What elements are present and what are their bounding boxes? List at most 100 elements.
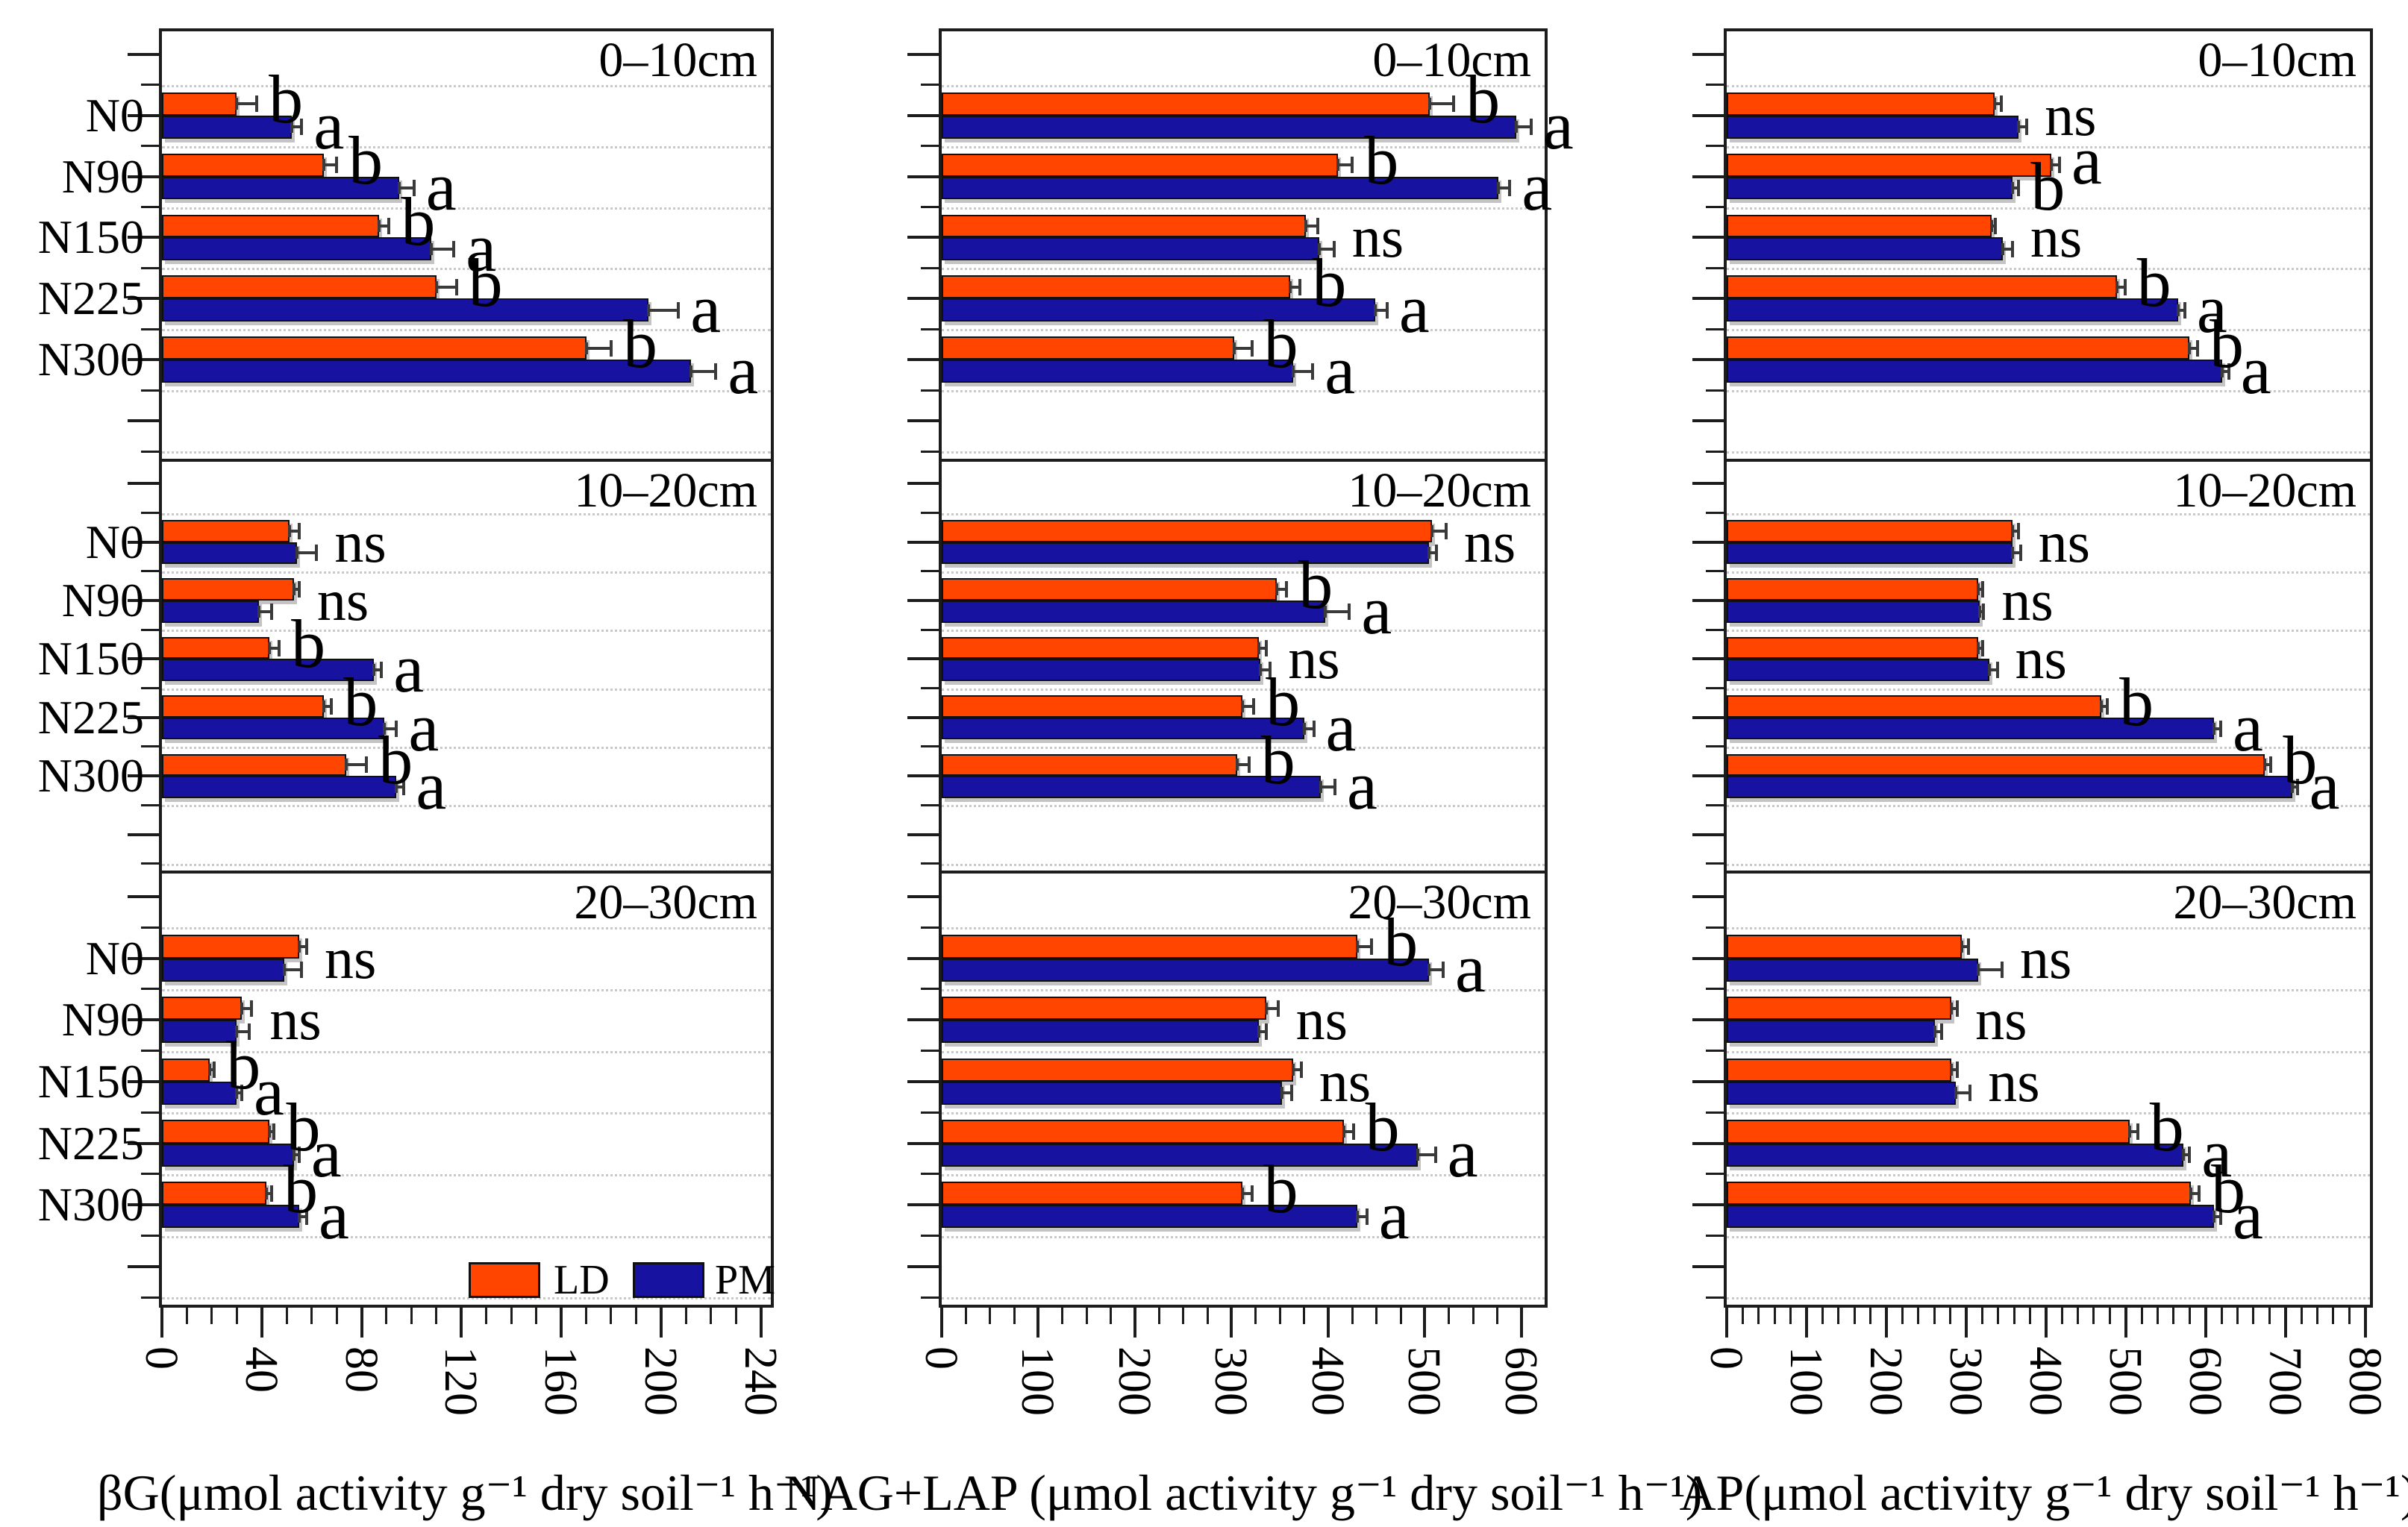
- error-bar-pm: [294, 1153, 299, 1157]
- error-bar-ld: [346, 763, 367, 767]
- x-major-tick: [1725, 1308, 1728, 1338]
- x-minor-tick: [2252, 1308, 2255, 1324]
- gridline: [1727, 688, 2370, 691]
- sig-ld-N225: b: [1266, 663, 1301, 740]
- category-label-N0: N0: [85, 515, 144, 568]
- error-bar-pm: [1375, 308, 1387, 312]
- error-cap: [1333, 778, 1336, 795]
- y-major-tick: [128, 297, 159, 301]
- bar-pm-N150: [162, 1081, 237, 1106]
- sig-ld-N300: b: [378, 722, 413, 799]
- bar-ld-N300: [162, 753, 347, 777]
- y-minor-tick: [141, 84, 159, 87]
- y-minor-tick: [1706, 745, 1724, 748]
- error-cap: [2017, 121, 2021, 134]
- y-minor-tick: [921, 628, 939, 631]
- x-minor-tick: [1061, 1308, 1064, 1324]
- error-bar-ld: [209, 1068, 215, 1072]
- gridline: [162, 688, 771, 691]
- x-minor-tick: [1399, 1308, 1402, 1324]
- error-cap: [257, 605, 261, 618]
- sig-pm-N225: a: [690, 270, 722, 347]
- error-cap: [2010, 240, 2014, 257]
- x-major-tick: [2044, 1308, 2048, 1338]
- sig-ns-N0: ns: [2045, 82, 2097, 148]
- error-cap: [1233, 342, 1236, 354]
- y-minor-tick: [921, 145, 939, 148]
- error-cap: [1444, 522, 1448, 539]
- bar-pm-N0: [162, 542, 297, 565]
- x-tick-label: 500: [2099, 1346, 2151, 1416]
- panel-AP-20–30cm: 20–30cm ns ns ns b a b a: [1692, 871, 2373, 1308]
- error-cap: [2128, 1125, 2132, 1138]
- x-major-tick: [1519, 1308, 1523, 1338]
- sig-ld-N300: b: [284, 1150, 319, 1227]
- sig-ld-N225: b: [1365, 1088, 1400, 1165]
- error-cap: [1365, 1208, 1369, 1225]
- y-minor-tick: [1706, 1111, 1724, 1114]
- gridline: [942, 1235, 1545, 1238]
- gridline: [162, 630, 771, 633]
- x-axis-NAG+LAP: [940, 1308, 1545, 1352]
- category-label-N225: N225: [37, 1116, 144, 1170]
- sig-pm-N225: a: [2201, 1115, 2233, 1192]
- y-major-tick: [1692, 1203, 1724, 1207]
- sig-ns-N90: ns: [269, 987, 322, 1053]
- gridline: [942, 1173, 1545, 1176]
- error-cap: [282, 964, 286, 976]
- error-cap: [377, 220, 381, 232]
- bar-ld-N0: [1727, 92, 1995, 116]
- error-cap: [1949, 1064, 1953, 1076]
- y-major-tick: [128, 1264, 159, 1268]
- x-tick-label: 120: [435, 1346, 487, 1416]
- bar-pm-N150: [942, 237, 1320, 261]
- error-cap: [1430, 524, 1433, 537]
- x-axis-AP: [1725, 1308, 2370, 1352]
- x-minor-tick: [485, 1308, 488, 1324]
- error-bar-pm: [237, 1029, 250, 1033]
- error-bar-ld: [1951, 1006, 1958, 1010]
- error-cap: [402, 778, 406, 795]
- error-bar-pm: [2003, 247, 2013, 251]
- x-minor-tick: [385, 1308, 388, 1324]
- error-cap: [2010, 547, 2014, 559]
- y-major-tick: [128, 774, 159, 778]
- y-minor-tick: [141, 206, 159, 208]
- gridline: [162, 207, 771, 210]
- y-minor-tick: [1706, 628, 1724, 631]
- error-cap: [213, 1062, 216, 1079]
- sig-ns-N150: ns: [1288, 626, 1340, 692]
- y-minor-tick: [921, 862, 939, 865]
- y-major-tick: [907, 419, 939, 423]
- error-bar-pm: [2214, 727, 2221, 730]
- y-major-tick: [1692, 1079, 1724, 1083]
- bar-ld-N300: [942, 336, 1235, 360]
- panel-title: 20–30cm: [1348, 875, 1531, 929]
- error-cap: [397, 182, 401, 194]
- y-minor-tick: [141, 570, 159, 573]
- x-minor-tick: [2092, 1308, 2095, 1324]
- error-cap: [382, 722, 386, 735]
- error-cap: [304, 938, 308, 955]
- y-minor-tick: [921, 926, 939, 929]
- error-bar-ld: [1962, 944, 1969, 948]
- error-bar-pm: [1260, 668, 1271, 672]
- error-cap: [1433, 1147, 1437, 1164]
- gridline: [162, 1235, 771, 1238]
- error-cap: [2188, 342, 2192, 354]
- gridline: [1727, 571, 2370, 574]
- sig-ld-N225: b: [2119, 663, 2154, 740]
- error-cap: [2195, 339, 2199, 357]
- x-minor-tick: [1254, 1308, 1257, 1324]
- x-minor-tick: [2108, 1308, 2111, 1324]
- x-major-tick: [1804, 1308, 1808, 1338]
- gridline: [1727, 1297, 2370, 1300]
- error-cap: [2057, 157, 2061, 174]
- error-cap: [1993, 98, 1997, 110]
- y-major-tick: [128, 113, 159, 117]
- error-cap: [1351, 1123, 1355, 1140]
- gridline: [1727, 145, 2370, 148]
- gridline: [1727, 84, 2370, 87]
- x-minor-tick: [2060, 1308, 2063, 1324]
- error-bar-ld: [1431, 529, 1446, 533]
